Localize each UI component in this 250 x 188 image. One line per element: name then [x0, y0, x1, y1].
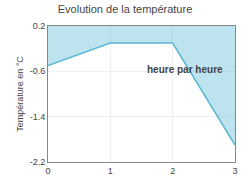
svg-text:Evolution de la température: Evolution de la température — [58, 3, 193, 15]
svg-text:Température en °C: Température en °C — [15, 56, 25, 132]
svg-text:-0.6: -0.6 — [30, 66, 46, 76]
svg-text:0.2: 0.2 — [33, 21, 46, 31]
svg-text:-2.2: -2.2 — [30, 157, 46, 167]
svg-text:3: 3 — [232, 166, 237, 176]
svg-text:heure par heure: heure par heure — [147, 64, 223, 75]
svg-text:2: 2 — [170, 166, 175, 176]
svg-text:1: 1 — [108, 166, 113, 176]
svg-text:0: 0 — [45, 166, 50, 176]
svg-text:-1.4: -1.4 — [30, 112, 46, 122]
